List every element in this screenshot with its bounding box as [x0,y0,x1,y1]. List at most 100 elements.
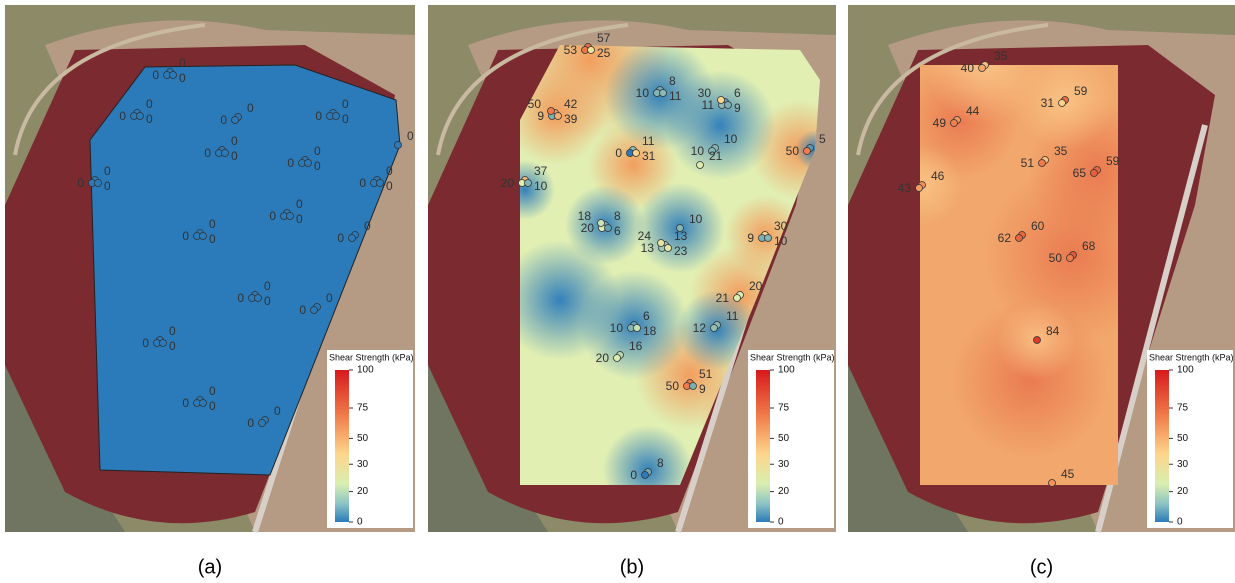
sample-point [690,383,697,390]
point-label: 53 [564,43,578,57]
point-label: 10 [689,212,703,226]
sample-point [718,97,725,104]
sample-point [1067,255,1074,262]
point-label: 20 [581,221,595,235]
point-label: 0 [264,294,271,308]
point-label: 44 [966,104,980,118]
sample-point [311,307,318,314]
sample-point [259,420,266,427]
sample-point [232,117,239,124]
point-label: 21 [716,291,730,305]
point-label: 42 [564,97,578,111]
point-label: 0 [220,113,227,127]
point-label: 0 [237,291,244,305]
sample-point [804,148,811,155]
point-label: 0 [342,112,349,126]
sample-point [255,295,262,302]
point-label: 0 [386,164,393,178]
point-label: 24 [638,229,652,243]
point-label: 0 [630,468,637,482]
point-label: 0 [77,176,84,190]
sample-point [711,325,718,332]
sample-point [137,113,144,120]
point-label: 0 [179,71,186,85]
point-label: 10 [724,132,738,146]
legend-tick-label: 20 [357,486,369,497]
point-label: 8 [657,456,664,470]
point-label: 0 [386,179,393,193]
point-label: 21 [709,149,723,163]
point-label: 45 [1061,467,1075,481]
point-label: 0 [231,134,238,148]
point-label: 12 [693,321,707,335]
point-label: 20 [596,351,610,365]
sample-point [200,233,207,240]
figure: 0000000000000000000000000000000000000000… [0,0,1235,583]
sample-point [658,240,665,247]
point-label: 0 [209,399,216,413]
legend-tick-label: 100 [1177,365,1194,376]
point-label: 0 [182,396,189,410]
point-label: 62 [998,231,1012,245]
point-label: 20 [749,279,763,293]
sample-point [287,213,294,220]
sample-point [633,150,640,157]
point-label: 50 [1049,251,1063,265]
legend-tick-label: 50 [357,433,369,444]
point-label: 18 [578,209,592,223]
point-label: 6 [643,309,650,323]
point-label: 0 [299,303,306,317]
sample-point [765,235,772,242]
point-label: 0 [337,231,344,245]
sample-point [697,162,704,169]
legend-tick-label: 0 [1177,517,1183,528]
sample-point [305,160,312,167]
point-label: 0 [104,179,111,193]
legend-tick-label: 100 [778,365,795,376]
legend-tick-label: 75 [357,403,369,414]
point-label: 59 [1074,84,1088,98]
point-label: 60 [1031,219,1045,233]
point-label: 57 [597,31,611,45]
sample-point [605,225,612,232]
sample-point [665,245,672,252]
color-bar [756,370,770,522]
caption: (c) [1030,556,1053,578]
sample-point [725,102,732,109]
sample-point [160,340,167,347]
sample-point [1059,100,1066,107]
point-label: 0 [169,339,176,353]
sample-point [200,400,207,407]
point-label: 0 [274,404,281,418]
point-label: 11 [642,134,655,148]
point-label: 0 [247,101,254,115]
sample-point [1034,337,1041,344]
point-label: 65 [1073,166,1087,180]
sample-point [588,47,595,54]
point-label: 0 [146,97,153,111]
sample-point [1039,160,1046,167]
point-label: 0 [364,219,371,233]
sample-point [548,108,555,115]
point-label: 84 [1046,324,1060,338]
point-label: 0 [326,291,333,305]
point-label: 50 [786,144,800,158]
point-label: 31 [1041,96,1055,110]
sample-point [634,325,641,332]
point-label: 30 [698,86,712,100]
point-label: 59 [1106,154,1120,168]
legend-tick-label: 50 [778,433,790,444]
sample-point [349,235,356,242]
point-label: 0 [179,56,186,70]
point-label: 43 [898,181,912,195]
sample-point [642,472,649,479]
point-label: 9 [734,101,741,115]
point-label: 50 [528,97,542,111]
point-label: 10 [610,321,624,335]
legend-tick-label: 0 [778,517,784,528]
point-label: 9 [747,231,754,245]
point-label: 0 [287,156,294,170]
color-bar [335,370,349,522]
legend-tick-label: 100 [357,365,374,376]
point-label: 0 [314,144,321,158]
